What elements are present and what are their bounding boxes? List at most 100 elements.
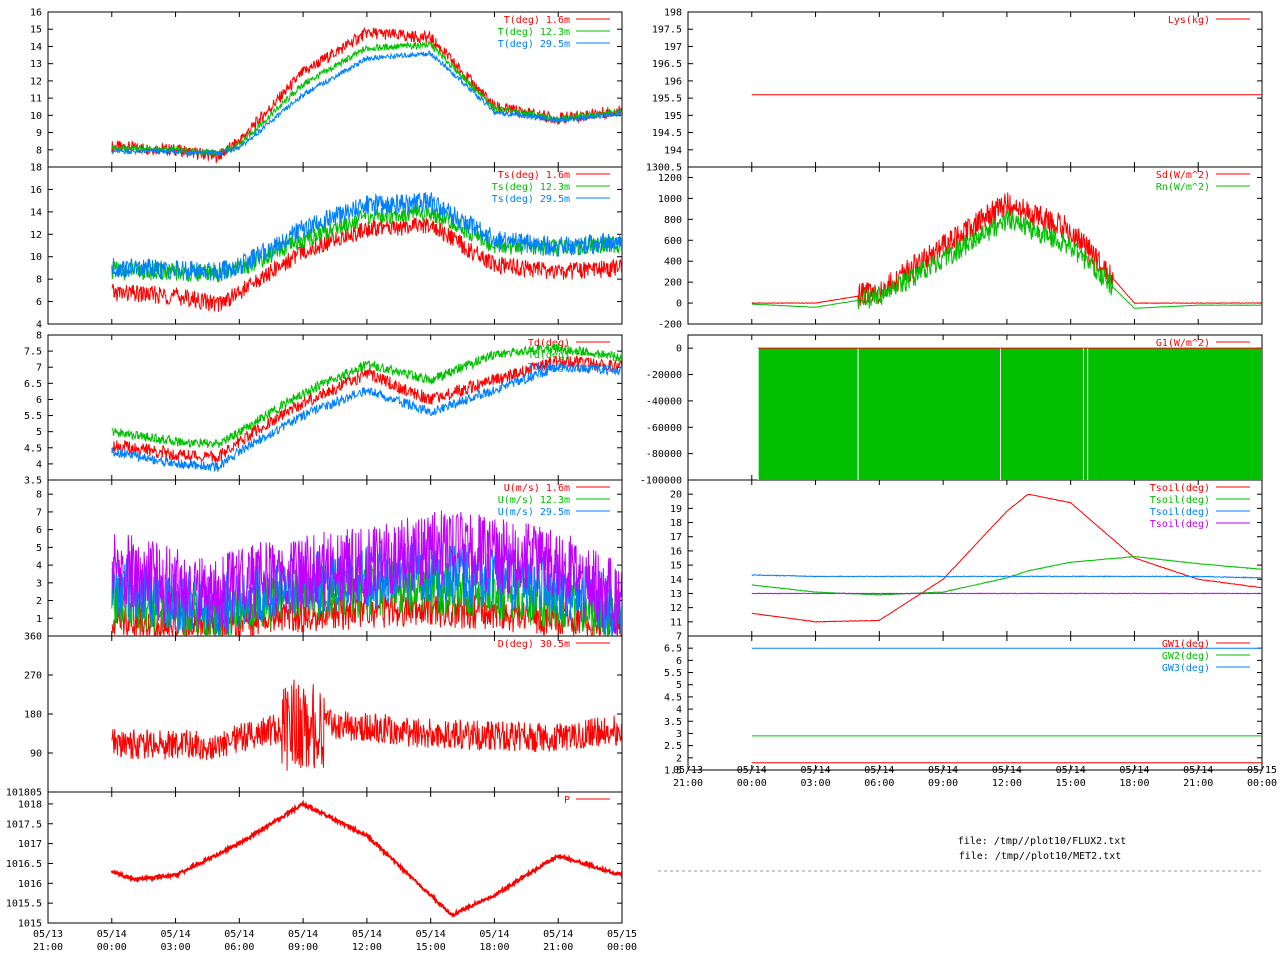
dewpoint-ytick-label: 5 — [36, 427, 42, 438]
wind-speed-ytick-label: 7 — [36, 507, 42, 518]
pressure-xtick-date: 05/14 — [479, 929, 509, 940]
soil-temperature-ytick-label: 17 — [670, 532, 682, 543]
sonic-temperature-ytick-label: 14 — [30, 207, 42, 218]
radiation-data — [751, 192, 1262, 309]
radiation-frame — [687, 166, 1263, 325]
air-temperature-series-2 — [111, 50, 622, 157]
wind-speed-ytick-label: 5 — [36, 543, 42, 554]
groundwater-ytop-label: 7 — [676, 632, 682, 643]
radiation-legend-label: Sd(W/m^2) — [1156, 170, 1210, 181]
soil-temperature-legend-label: Tsoil(deg) — [1150, 483, 1210, 494]
sonic-temperature-legend-label: Ts(deg) 29.5m — [492, 194, 570, 205]
pressure-xtick-date: 05/14 — [416, 929, 446, 940]
dewpoint-series-1 — [111, 343, 622, 449]
soil-heat-flux-data — [757, 347, 1262, 480]
groundwater-data — [751, 647, 1262, 764]
pressure-frame — [47, 791, 623, 924]
radiation-ytick-label: 400 — [664, 257, 682, 268]
groundwater-xtick-date: 05/14 — [1183, 765, 1213, 776]
dewpoint-ytick-label: 7.5 — [24, 347, 42, 358]
sonic-temperature-ytick-label: 16 — [30, 185, 42, 196]
soil-temperature-series-2 — [751, 574, 1262, 579]
wind-direction-ytick-label: 90 — [30, 749, 42, 760]
groundwater-xtick-date: 05/14 — [1056, 765, 1086, 776]
air-temperature-ytick-label: 16 — [30, 8, 42, 19]
lysimeter-ytick-label: 198 — [664, 8, 682, 19]
soil-temperature-legend-label: Tsoil(deg) — [1150, 495, 1210, 506]
groundwater-ytick-label: 3 — [676, 729, 682, 740]
pressure-ytick-label: 1016 — [18, 879, 42, 890]
wind-speed-legend-label: U(m/s) 12.3m — [498, 495, 570, 506]
pressure-xtick-date: 05/13 — [33, 929, 63, 940]
groundwater-xtick-time: 03:00 — [801, 778, 831, 789]
groundwater-xtick-time: 21:00 — [1183, 778, 1213, 789]
groundwater-xtick-time: 06:00 — [864, 778, 894, 789]
sonic-temperature-ytick-label: 8 — [36, 275, 42, 286]
air-temperature-ytick-label: 11 — [30, 94, 42, 105]
air-temperature-ytick-label: 9 — [36, 128, 42, 139]
wind-direction-legend-label: D(deg) 30.5m — [498, 639, 570, 650]
lysimeter-ytick-label: 195 — [664, 111, 682, 122]
groundwater-xtick-date: 05/14 — [737, 765, 767, 776]
soil-temperature-ytick-label: 19 — [670, 504, 682, 515]
sonic-temperature-legend-label: Ts(deg) 12.3m — [492, 182, 570, 193]
sonic-temperature-ytick-label: 4 — [36, 320, 42, 331]
radiation-series-0 — [751, 192, 1262, 307]
groundwater-xtick-date: 05/14 — [801, 765, 831, 776]
sonic-temperature-legend-label: Ts(deg) 1.6m — [498, 170, 570, 181]
air-temperature-legend-label: T(deg) 1.6m — [504, 15, 570, 26]
lysimeter-ytick-label: 194.5 — [652, 128, 682, 139]
groundwater-ytick-label: 6 — [676, 656, 682, 667]
pressure-xtick-date: 05/14 — [97, 929, 127, 940]
air-temperature-ytick-label: 15 — [30, 25, 42, 36]
pressure-xtick-date: 05/14 — [288, 929, 318, 940]
groundwater-chart — [687, 635, 1263, 771]
file-label-flux: file: /tmp//plot10/FLUX2.txt — [958, 836, 1127, 847]
groundwater-xtick-date: 05/13 — [673, 765, 703, 776]
soil-heat-flux-ytick-label: -60000 — [646, 423, 682, 434]
groundwater-frame — [687, 635, 1263, 771]
radiation-ytick-label: 0 — [676, 299, 682, 310]
lysimeter-frame — [687, 11, 1263, 168]
soil-temperature-legend-label: Tsoil(deg) — [1150, 507, 1210, 518]
dewpoint-series-0 — [111, 355, 622, 463]
wind-speed-series-3 — [111, 510, 622, 635]
pressure-xtick-date: 05/14 — [543, 929, 573, 940]
lysimeter-ytick-label: 196 — [664, 76, 682, 87]
data-layer — [110, 26, 1262, 918]
pressure-ytick-label: 1015 — [18, 919, 42, 930]
groundwater-legend-label: GW3(deg) — [1162, 663, 1210, 674]
sonic-temperature-series-2 — [111, 192, 622, 282]
pressure-ytick-label: 1018 — [18, 799, 42, 810]
soil-temperature-ytick-label: 16 — [670, 546, 682, 557]
lysimeter-ytick-label: 197.5 — [652, 25, 682, 36]
sonic-temperature-ytick-label: 18 — [30, 163, 42, 174]
dewpoint-ytick-label: 8 — [36, 331, 42, 342]
tick-labels: 891011121314151646810121416183.544.555.5… — [6, 8, 682, 930]
dewpoint-ytick-label: 4 — [36, 459, 42, 470]
dewpoint-ytick-label: 7 — [36, 363, 42, 374]
sonic-temperature-ytick-label: 12 — [30, 230, 42, 241]
soil-heat-flux-ytick-label: -100000 — [640, 476, 682, 487]
groundwater-xtick-time: 21:00 — [673, 778, 703, 789]
air-temperature-ytick-label: 8 — [36, 145, 42, 156]
groundwater-ytick-label: 4.5 — [664, 692, 682, 703]
groundwater-xtick-date: 05/14 — [928, 765, 958, 776]
lysimeter-ytick-label: 194 — [664, 145, 682, 156]
air-temperature-legend-label: T(deg) 12.3m — [498, 27, 570, 38]
soil-heat-flux-ytick-label: -20000 — [646, 370, 682, 381]
pressure-ytop-label: 101805 — [6, 788, 42, 799]
pressure-ytick-label: 1017.5 — [6, 819, 42, 830]
pressure-series-0 — [110, 799, 622, 918]
pressure-xtick-date: 05/14 — [224, 929, 254, 940]
soil-temperature-ytick-label: 11 — [670, 617, 682, 628]
groundwater-xtick-date: 05/14 — [1119, 765, 1149, 776]
pressure-ytick-label: 1016.5 — [6, 859, 42, 870]
soil-temperature-series-3 — [751, 592, 1262, 595]
pressure-xtick-time: 18:00 — [479, 942, 509, 953]
lysimeter-ytick-label: 195.5 — [652, 94, 682, 105]
pressure-xtick-time: 09:00 — [288, 942, 318, 953]
groundwater-xtick-date: 05/15 — [1247, 765, 1277, 776]
soil-heat-flux-ytick-label: -80000 — [646, 449, 682, 460]
